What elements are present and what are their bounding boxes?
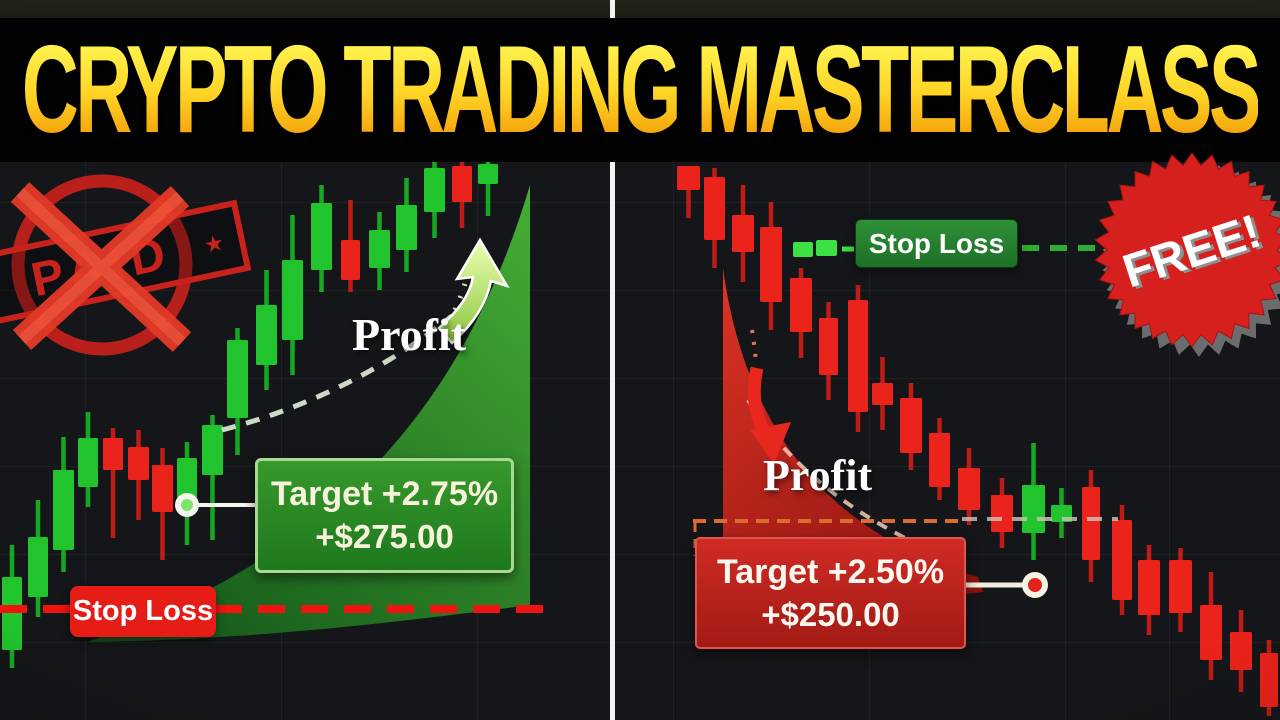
stamp-ring — [11, 174, 193, 356]
target-dot-right-core — [1028, 578, 1042, 592]
candle-body-up — [2, 577, 22, 650]
paid-stamp: PAID ★ ★ — [0, 166, 258, 376]
candle-body-up — [227, 340, 248, 418]
candle-body-down — [128, 447, 149, 480]
profit-label-right: Profit — [763, 451, 873, 500]
candle-body-down — [341, 240, 360, 280]
stop-loss-dash-block — [793, 242, 813, 257]
candle-body-up — [177, 458, 197, 498]
red-x-icon — [10, 182, 192, 352]
candle-body-down — [929, 433, 950, 487]
candle-body-up — [202, 425, 223, 475]
main-title: CRYPTO TRADING MASTERCLASS — [22, 18, 1262, 162]
candle-layer — [2, 162, 1278, 716]
chart-right — [677, 166, 1278, 716]
target-left-line1: Target +2.75% — [270, 475, 499, 513]
trajectory-dashed-curve-left — [221, 314, 454, 433]
candle-body-down — [900, 398, 922, 453]
target-box-right: Target +2.50% +$250.00 — [695, 537, 966, 649]
candle-body-down — [1082, 487, 1100, 560]
candle-body-down — [872, 383, 893, 405]
candle-body-down — [1169, 560, 1192, 613]
trajectory-dashed-curve-right — [746, 398, 959, 564]
chart-left — [2, 162, 498, 668]
candle-body-up — [53, 470, 74, 550]
target-right-line1: Target +2.50% — [716, 552, 945, 591]
candle-body-up — [369, 230, 390, 268]
candle-body-down — [790, 278, 812, 332]
profit-label-left: Profit — [352, 309, 467, 360]
stamp-star-left-icon: ★ — [0, 276, 5, 305]
candle-body-down — [760, 227, 782, 302]
candle-body-down — [103, 438, 123, 470]
target-box-left: Target +2.75% +$275.00 — [255, 458, 514, 573]
candle-body-down — [848, 300, 868, 412]
stop-loss-label-right: Stop Loss — [855, 219, 1018, 268]
candle-body-down — [991, 495, 1013, 532]
target-left-line2: +$275.00 — [315, 518, 454, 555]
candle-body-down — [958, 468, 980, 510]
candle-body-up — [28, 537, 48, 597]
candle-body-up — [478, 164, 498, 184]
candle-body-up — [78, 438, 98, 487]
stop-loss-label-left: Stop Loss — [70, 586, 216, 637]
candle-body-up — [282, 260, 303, 340]
candle-body-up — [424, 168, 445, 212]
stop-loss-dash-block — [816, 240, 837, 256]
candle-body-down — [677, 166, 700, 190]
target-right-line2: +$250.00 — [761, 595, 900, 633]
candle-body-down — [732, 215, 754, 252]
candle-body-down — [704, 177, 725, 240]
badge-starburst — [1094, 152, 1280, 348]
candle-body-up — [1022, 485, 1045, 533]
free-badge-graphic: FREE! FREE! — [1094, 152, 1280, 357]
candle-body-down — [1138, 560, 1160, 615]
candle-body-up — [396, 205, 417, 250]
panel-divider — [610, 0, 615, 720]
profit-up-arrow-icon — [437, 237, 510, 345]
candle-body-up — [311, 203, 332, 270]
candle-body-down — [1112, 520, 1132, 600]
candle-body-down — [1230, 632, 1252, 670]
candle-body-down — [452, 166, 472, 202]
candle-body-down — [1260, 653, 1278, 707]
candle-body-up — [256, 305, 277, 365]
free-badge: FREE! FREE! — [1080, 142, 1280, 377]
title-banner: CRYPTO TRADING MASTERCLASS — [0, 18, 1280, 162]
entry-dot-left-core — [181, 499, 193, 511]
profit-area-down — [723, 268, 983, 616]
trajectory-dotted-trail-right — [750, 329, 758, 363]
candle-body-down — [819, 318, 838, 375]
paid-stamp-graphic: PAID ★ ★ — [0, 174, 252, 356]
profit-down-arrow-icon — [750, 422, 791, 464]
candle-body-down — [1200, 605, 1222, 660]
candle-body-down — [152, 465, 173, 512]
